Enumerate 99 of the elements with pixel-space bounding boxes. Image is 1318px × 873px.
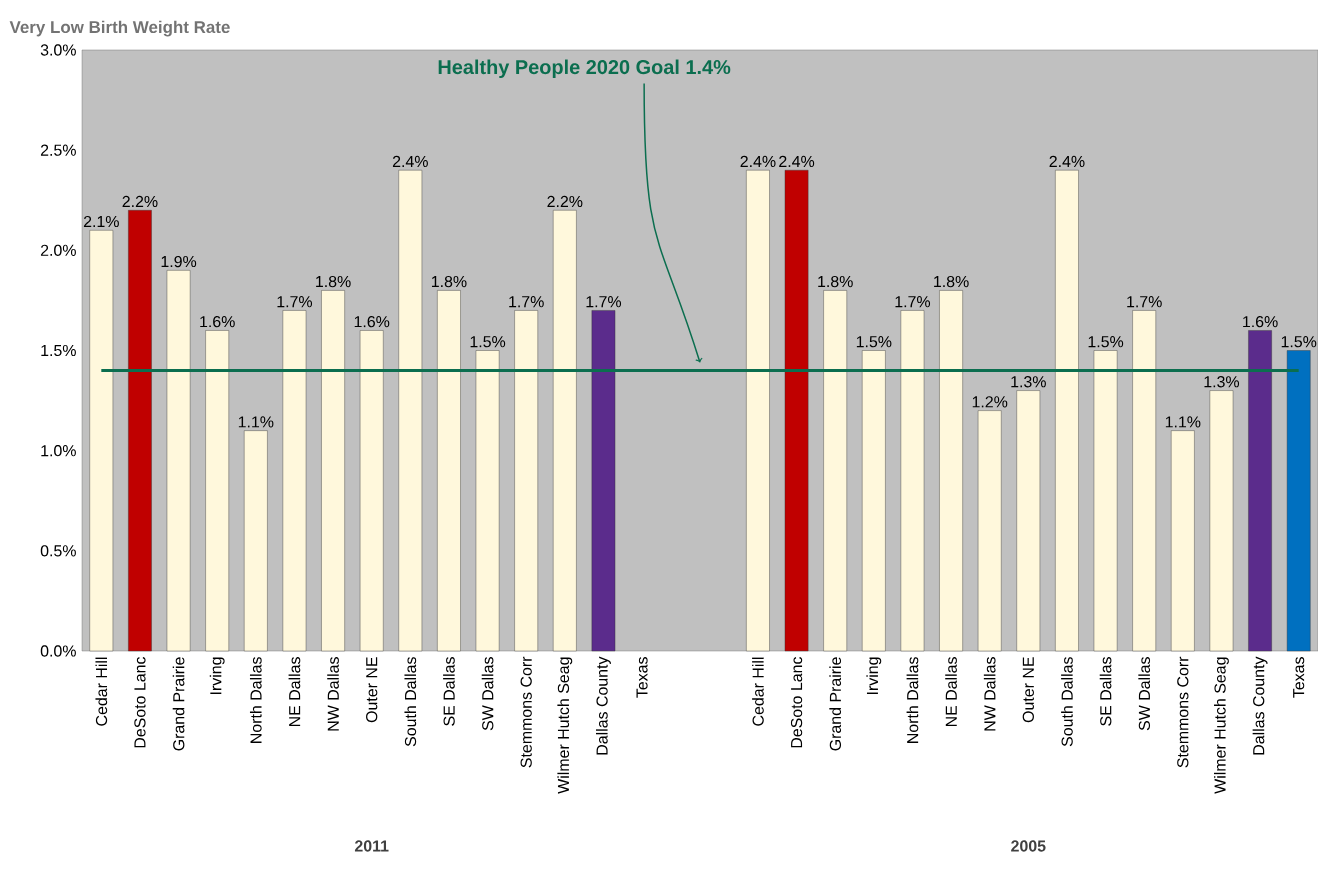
y-tick-label: 2.5% — [40, 144, 76, 156]
bar — [784, 170, 809, 652]
x-tick-label: Irving — [866, 657, 882, 695]
x-tick-label: DeSoto Lanc — [790, 656, 803, 748]
x-tick-label: Stemmons Corr — [1177, 656, 1189, 768]
x-tick-label: Cedar Hill — [752, 657, 764, 726]
data-label: 1.7% — [895, 296, 931, 308]
ref-line-label: Healthy People 2020 Goal 1.4% — [438, 59, 731, 79]
bar — [282, 310, 307, 652]
bar — [1286, 350, 1311, 652]
bar — [977, 410, 1002, 652]
x-tick-label: SE Dallas — [1099, 657, 1112, 726]
bar — [900, 310, 925, 652]
data-label: 1.1% — [238, 416, 274, 428]
x-tick-label: NE Dallas — [945, 657, 957, 727]
data-label: 1.7% — [509, 296, 544, 308]
data-label: 2.2% — [547, 195, 583, 208]
x-tick-label: SW Dallas — [1138, 657, 1151, 731]
text: 2011 — [354, 840, 389, 852]
data-label: 2.4% — [1049, 155, 1085, 168]
data-label: 1.8% — [818, 275, 853, 288]
bar — [166, 270, 191, 652]
data-label: 1.8% — [431, 275, 467, 288]
bar — [244, 430, 268, 652]
bar — [128, 210, 152, 652]
data-label: 2.4% — [392, 155, 428, 168]
bar — [591, 310, 616, 652]
y-tick-label: 0.5% — [40, 545, 76, 557]
data-label: 2.2% — [122, 195, 158, 208]
bar — [939, 290, 963, 652]
bar — [1093, 350, 1118, 652]
x-tick-label: SE Dallas — [443, 657, 455, 726]
bar — [1132, 310, 1156, 652]
data-label: 1.3% — [1011, 376, 1046, 388]
y-tick-label: 2.0% — [40, 244, 76, 256]
x-tick-label: Wilmer Hutch Seag — [557, 657, 573, 794]
data-label: 1.3% — [1204, 376, 1240, 388]
x-tick-label: Cedar Hill — [95, 657, 108, 726]
y-tick-label: 1.5% — [41, 344, 76, 357]
bar — [1016, 390, 1041, 652]
data-label: 2.4% — [779, 155, 815, 168]
data-label: 1.6% — [354, 316, 390, 328]
bar — [89, 230, 114, 652]
x-tick-label: Outer NE — [1022, 657, 1034, 723]
text: 2005 — [1011, 840, 1046, 852]
data-label: 1.6% — [1243, 316, 1278, 328]
x-tick-label: Grand Prairie — [172, 657, 185, 751]
bar — [746, 170, 770, 652]
data-label: 1.7% — [586, 296, 622, 308]
data-label: 1.5% — [1281, 336, 1317, 348]
y-tick-label: 0.0% — [40, 645, 76, 657]
x-tick-label: North Dallas — [906, 657, 919, 743]
bar — [1171, 430, 1195, 652]
bar — [553, 210, 577, 652]
x-tick-label: North Dallas — [249, 657, 262, 743]
bar — [475, 350, 500, 652]
y-tick-label: 1.0% — [41, 445, 76, 457]
bar — [862, 350, 886, 652]
x-tick-label: SW Dallas — [481, 657, 494, 731]
bar — [1248, 330, 1272, 652]
x-tick-label: Texas — [1293, 657, 1305, 698]
data-label: 1.7% — [1127, 296, 1162, 308]
x-tick-label: South Dallas — [1061, 657, 1073, 747]
x-tick-label: South Dallas — [404, 657, 417, 747]
data-label: 1.8% — [934, 275, 969, 288]
x-tick-label: Irving — [209, 657, 225, 695]
data-label: 1.5% — [470, 336, 506, 348]
bar — [359, 330, 384, 652]
x-tick-label: Dallas County — [596, 656, 611, 755]
data-label: 1.7% — [277, 296, 313, 308]
bar — [321, 290, 345, 652]
data-label: 1.6% — [200, 316, 235, 328]
data-label: 1.8% — [316, 275, 351, 288]
x-tick-label: DeSoto Lanc — [134, 656, 146, 748]
bar — [205, 330, 229, 652]
chart-title: Very Low Birth Weight Rate — [9, 20, 230, 37]
x-tick-label: NW Dallas — [983, 657, 996, 731]
bar — [514, 310, 538, 652]
data-label: 1.5% — [856, 336, 892, 348]
data-label: 1.2% — [972, 396, 1008, 408]
bar — [437, 290, 461, 652]
x-tick-label: Stemmons Corr — [520, 656, 532, 768]
x-tick-label: Wilmer Hutch Seag — [1214, 657, 1229, 794]
x-tick-label: Texas — [636, 657, 648, 698]
y-tick-label: 3.0% — [40, 44, 76, 56]
bar — [1055, 170, 1079, 652]
data-label: 2.1% — [83, 215, 119, 228]
x-tick-label: Grand Prairie — [829, 657, 842, 751]
x-tick-label: NE Dallas — [288, 657, 301, 727]
x-tick-label: NW Dallas — [327, 657, 339, 731]
bar — [1209, 390, 1234, 652]
x-tick-label: Outer NE — [366, 657, 378, 723]
data-label: 2.4% — [740, 155, 776, 168]
x-tick-label: Dallas County — [1252, 656, 1268, 755]
data-label: 1.5% — [1088, 336, 1124, 348]
bar — [823, 290, 847, 652]
data-label: 1.9% — [161, 255, 197, 268]
data-label: 1.1% — [1165, 416, 1201, 428]
bar — [398, 170, 423, 652]
